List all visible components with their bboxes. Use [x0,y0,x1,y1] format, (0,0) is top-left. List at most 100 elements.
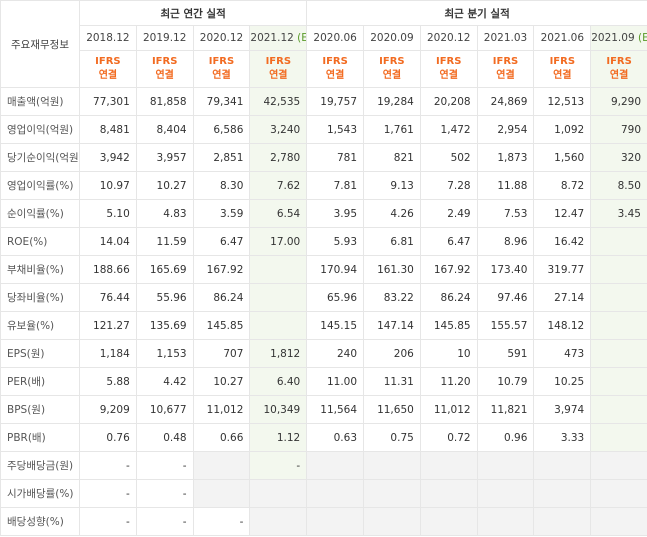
table-row: 주당배당금(원) - - - [0,451,647,480]
value-cell: 781 [306,143,365,172]
value-cell: 3.95 [306,199,365,228]
value-cell: 2,780 [249,143,308,172]
value-cell: 11.31 [363,367,421,396]
period-header: 2018.12 [79,25,137,51]
empty-cell [590,395,647,424]
value-cell: 10,677 [135,395,194,424]
value-cell: 591 [476,339,535,368]
value-cell: 5.88 [79,367,137,396]
basis-header: IFRS 연결 [192,50,251,88]
empty-cell [590,311,647,340]
value-cell: 10.97 [79,171,137,200]
value-cell: - [79,451,137,480]
table-row: 유보율(%) 121.27 135.69 145.85 145.15 147.14 145.… [0,311,647,340]
value-cell: 0.48 [135,423,194,452]
basis-label: IFRS [492,56,519,67]
basis-label: 연결 [553,70,572,81]
value-cell: 16.42 [533,227,592,256]
empty-cell [419,479,478,508]
period: 2019.12 [142,32,187,44]
value-cell: 319.77 [533,255,592,284]
value-cell: 145.85 [419,311,478,340]
value-cell: 165.69 [135,255,194,284]
basis-label: 연결 [382,70,402,81]
table-row: 당좌비율(%) 76.44 55.96 86.24 65.96 83.22 86.24 97.… [0,283,647,312]
value-cell: 1,761 [363,115,421,144]
empty-cell [363,479,421,508]
value-cell: - [135,507,194,536]
value-cell: 121.27 [79,311,137,340]
empty-cell [533,451,592,480]
value-cell: 3,240 [249,115,308,144]
empty-cell [590,479,647,508]
empty-cell [590,255,647,284]
value-cell: 147.14 [363,311,421,340]
period-header: 2020.06 [306,25,365,51]
value-cell: 10.79 [476,367,535,396]
value-cell: 173.40 [476,255,535,284]
value-cell: 0.63 [306,423,365,452]
period: 2021.12 [250,32,294,44]
value-cell: 19,757 [306,87,365,116]
basis-label: 연결 [155,70,174,81]
table-row: 배당성향(%) - - - [0,507,647,536]
table-row: PER(배) 5.88 4.42 10.27 6.40 11.00 11.31 11.20 10… [0,367,647,396]
value-cell: 6.47 [419,227,478,256]
value-cell: 1,184 [79,339,137,368]
value-cell: 188.66 [79,255,137,284]
period-header: 2020.12 [419,25,478,51]
value-cell: 42,535 [249,87,308,116]
row-label: 매출액(억원) [0,87,80,116]
basis-header: IFRS 연결 [306,50,365,88]
value-cell: 170.94 [306,255,365,284]
value-cell: 9.13 [363,171,421,200]
value-cell: 1.12 [249,423,308,452]
value-cell: 19,284 [363,87,421,116]
empty-cell [419,507,478,536]
period: 2020.12 [427,32,471,44]
basis-label: 연결 [98,70,118,81]
value-cell: 11.59 [135,227,194,256]
value-cell: 3.45 [590,199,647,228]
value-cell: 707 [192,339,251,368]
value-cell: 2,851 [192,143,251,172]
empty-cell [249,311,308,340]
empty-cell [419,451,478,480]
value-cell: 145.85 [192,311,251,340]
empty-cell [533,507,592,536]
value-cell: 7.62 [249,171,308,200]
value-cell: 11,012 [192,395,251,424]
basis-label: 연결 [496,70,515,81]
period-header: 2019.12 [135,25,194,51]
empty-cell [590,367,647,396]
row-label: PER(배) [0,367,80,396]
period: 2020.06 [313,32,357,44]
value-cell: 148.12 [533,311,592,340]
empty-cell [249,507,308,536]
value-cell: 8.96 [476,227,535,256]
empty-cell [192,451,251,480]
value-cell: 86.24 [192,283,251,312]
basis-header: IFRS 연결 [476,50,535,88]
value-cell: 4.42 [135,367,194,396]
period: 2021.03 [483,32,528,44]
basis-label: IFRS [265,56,292,67]
value-cell: 83.22 [363,283,421,312]
row-label: PBR(배) [0,423,80,452]
metric-header: 주요재무정보 [0,0,80,88]
value-cell: 8,404 [135,115,194,144]
period-header: 2020.09 [363,25,421,51]
value-cell: 7.81 [306,171,365,200]
basis-label: 연결 [269,70,288,81]
period-header: 2021.12 (E) [249,25,308,51]
period: 2020.12 [199,32,244,44]
value-cell: 81,858 [135,87,194,116]
value-cell: 5.93 [306,227,365,256]
value-cell: 20,208 [419,87,478,116]
value-cell: 11.20 [419,367,478,396]
value-cell: 12,513 [533,87,592,116]
row-label: 배당성향(%) [0,507,80,536]
table-row: 시가배당률(%) - - [0,479,647,508]
value-cell: 1,092 [533,115,592,144]
